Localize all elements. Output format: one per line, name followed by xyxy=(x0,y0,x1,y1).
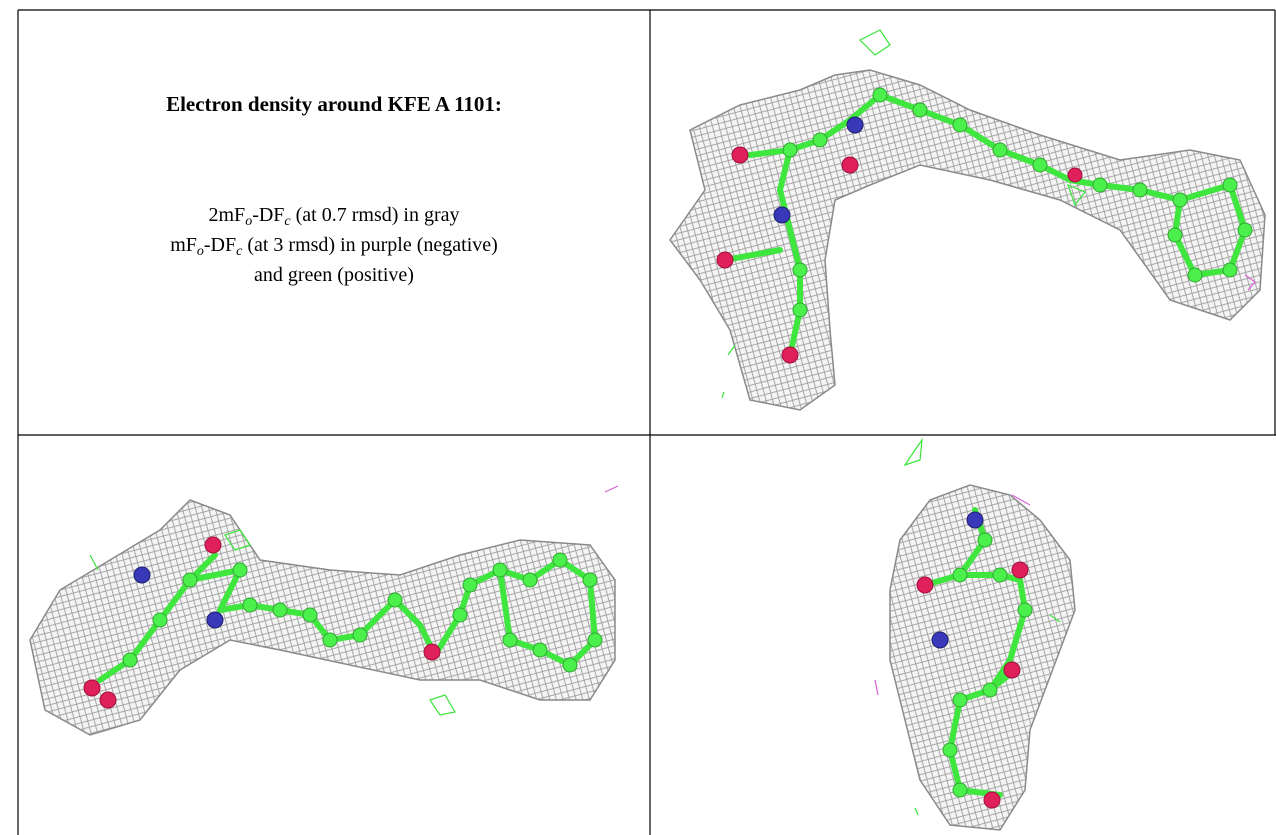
caption-text: (at 0.7 rmsd) in gray xyxy=(291,204,460,226)
page: Electron density around KFE A 1101: 2mFo… xyxy=(0,0,1276,835)
table-grid xyxy=(18,10,1276,835)
caption-text: -DF xyxy=(252,204,284,226)
density-view-1 xyxy=(670,30,1265,410)
caption-line: and green (positive) xyxy=(18,260,650,290)
caption-line: 2mFo-DFc (at 0.7 rmsd) in gray xyxy=(18,200,650,230)
caption-text: 2mF xyxy=(209,204,246,226)
figure xyxy=(0,0,1276,835)
caption-line: mFo-DFc (at 3 rmsd) in purple (negative) xyxy=(18,230,650,260)
density-view-2 xyxy=(30,486,618,735)
caption-text: mF xyxy=(170,234,197,256)
subscript: o xyxy=(197,244,204,259)
caption-text: -DF xyxy=(204,234,236,256)
density-view-3 xyxy=(875,440,1075,830)
caption-text: and green (positive) xyxy=(254,264,414,286)
panel-title: Electron density around KFE A 1101: xyxy=(18,92,650,117)
caption-text: (at 3 rmsd) in purple (negative) xyxy=(242,234,497,256)
